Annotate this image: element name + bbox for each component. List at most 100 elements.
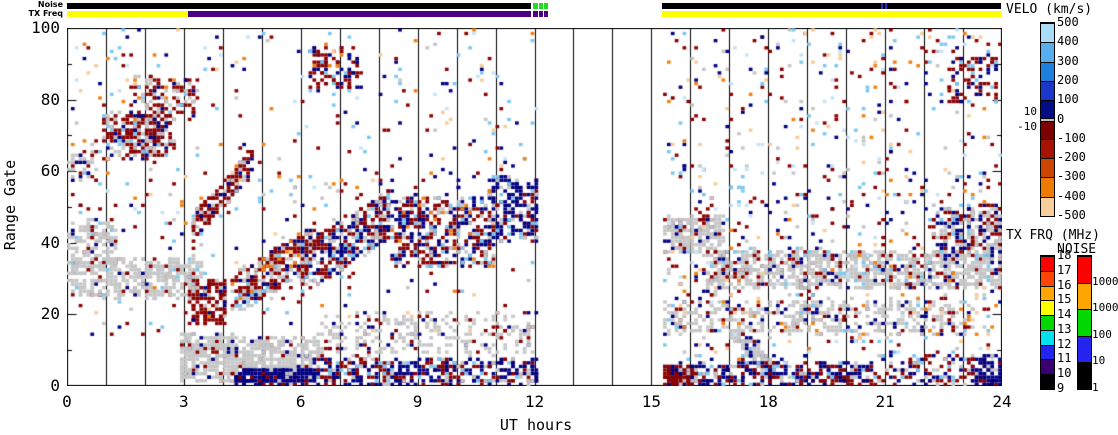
x-tick-label: 21 [875,392,895,411]
colorbar-segment-divider [1041,158,1054,160]
y-tick-label: 0 [50,376,60,395]
quality-bar-segment [661,11,1001,17]
colorbar-segment [1041,138,1054,159]
colorbar-segment-divider [1041,270,1054,272]
colorbar-segment [1041,344,1054,360]
colorbar-tick-label: 11 [1057,351,1072,366]
colorbar-tick-label: 100 [1057,92,1079,107]
quality-bar-segment [881,3,884,9]
quality-bar-segment [538,11,543,17]
colorbar-segment-divider [1041,100,1054,102]
noise-colorbar-title: NOISE [1057,242,1097,257]
y-tick-label: 40 [40,232,60,252]
colorbar-segment-divider [1041,177,1054,179]
x-tick-label: 9 [412,392,423,411]
x-tick-label: 12 [524,392,545,411]
colorbar-tick-label: 12 [1057,336,1072,351]
colorbar-tick-label: 300 [1057,53,1079,68]
colorbar-segment-divider [1041,138,1054,140]
quality-bar-segment [532,3,538,9]
plot-area [67,28,1002,386]
quality-bar-segment [543,3,548,9]
colorbar-segment [1041,374,1054,389]
colorbar-segment-divider [1041,285,1054,287]
quality-bar-segment [885,3,888,9]
colorbar-segment-divider [1078,362,1091,364]
x-tick-label: 6 [295,392,306,411]
colorbar-segment-divider [1078,256,1091,257]
colorbar-tick-label: 10000 [1092,274,1118,288]
colorbar-segment [1041,300,1054,316]
colorbar-segment [1078,309,1091,336]
colorbar-segment [1041,329,1054,345]
colorbar-segment [1078,335,1091,363]
y-tick-label: 80 [40,89,60,109]
x-tick-label: 3 [179,392,189,411]
quality-bar-segment [661,3,1001,9]
colorbar-tick-label: -500 [1057,208,1086,222]
x-tick-label: 24 [992,392,1012,411]
noise-bar-label: Noise [37,0,63,9]
colorbar-tick-label: 9 [1057,381,1065,395]
colorbar-tick-label: 13 [1057,321,1072,336]
y-tick-label: 100 [31,18,60,37]
colorbar-segment [1078,282,1091,310]
colorbar-segment [1041,100,1054,118]
x-tick-label: 15 [641,392,661,411]
colorbar-tick-label: 200 [1057,72,1079,87]
colorbar-segment-divider [1078,335,1091,337]
quality-bar-segment [67,11,188,17]
txfreq-bar-label: TX Freq [28,9,63,18]
colorbar-tick-label: -300 [1057,169,1086,184]
velo-colorbar-title: VELO (km/s) [1006,2,1093,17]
quality-bar-segment [187,11,531,17]
colorbar-segment [1078,362,1091,389]
y-tick-label: 60 [40,161,60,181]
colorbar-segment-divider [1041,256,1054,257]
colorbar-segment-divider [1041,42,1054,44]
x-tick-label: 0 [62,392,72,411]
colorbar-tick-label: -200 [1057,150,1086,165]
colorbar-segment [1041,256,1054,271]
colorbar-segment-divider [1041,359,1054,361]
colorbar-tick-label: 14 [1057,307,1072,322]
txfrq-colorbar [1040,255,1055,390]
colorbar-segment [1041,359,1054,375]
colorbar-tick-label: 17 [1057,262,1072,277]
colorbar-segment [1041,158,1054,178]
y-tick-label: 20 [40,304,60,324]
colorbar-segment-divider [1041,121,1054,123]
quality-bar-segment [67,3,531,9]
colorbar-segment-divider [1041,300,1054,302]
colorbar-tick-label: 1000 [1092,301,1118,315]
colorbar-tick-label: 10 [1092,354,1106,368]
colorbar-tick-label: -100 [1057,130,1086,145]
colorbar-segment-divider [1041,344,1054,346]
colorbar-segment-divider [1041,329,1054,331]
txfrq-colorbar-title: TX FRQ (MHz) [1006,228,1100,243]
colorbar-segment-divider [1041,196,1054,198]
velo-colorbar [1040,22,1055,217]
colorbar-segment-divider [1041,80,1054,82]
colorbar-segment [1041,23,1054,43]
quality-bar-segment [532,11,538,17]
colorbar-tick-label: 500 [1057,15,1079,29]
colorbar-tick-label: 15 [1057,292,1072,307]
colorbar-segment [1041,42,1054,62]
colorbar-tick-label: 10 [1057,366,1072,381]
colorbar-segment-divider [1078,309,1091,311]
colorbar-segment-divider [1041,117,1054,119]
colorbar-segment [1041,270,1054,286]
colorbar-tick-label: 18 [1057,248,1072,262]
colorbar-tick-label: 100 [1092,327,1112,341]
colorbar-segment-divider [1041,315,1054,317]
colorbar-tick-label: 1 [1092,381,1099,394]
colorbar-tick-label: 16 [1057,277,1072,292]
quality-bar-segment [538,3,543,9]
colorbar-segment [1041,177,1054,197]
colorbar-segment [1041,285,1054,301]
quality-bar-segment [543,11,548,17]
rti-plot-canvas [67,28,1002,386]
colorbar-segment [1041,117,1054,122]
colorbar-segment [1041,121,1054,139]
